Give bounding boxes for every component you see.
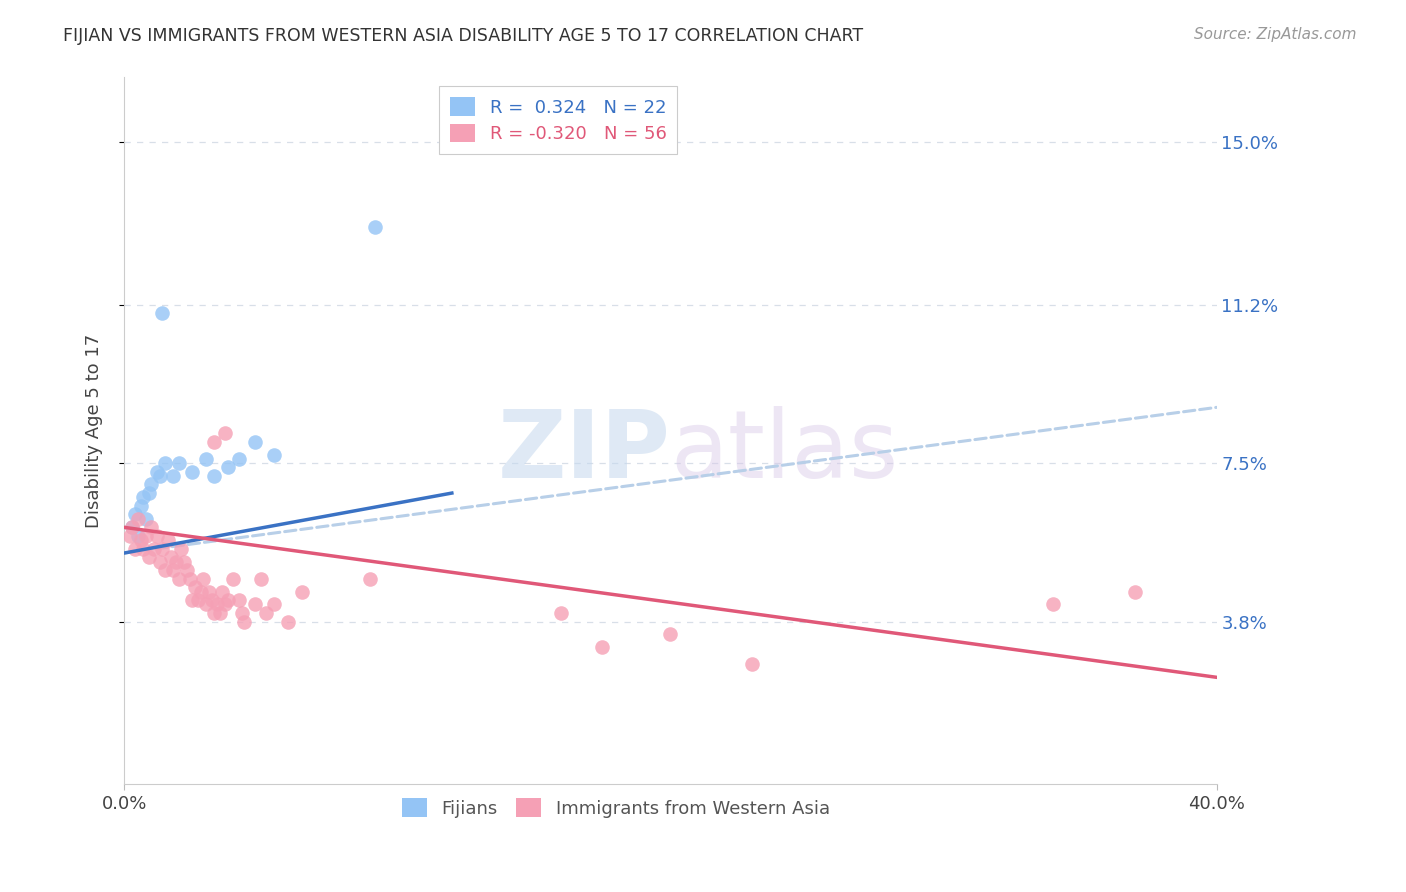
- Point: [1042, 598, 1064, 612]
- Point: [217, 460, 239, 475]
- Point: [214, 426, 236, 441]
- Point: [146, 465, 169, 479]
- Point: [198, 584, 221, 599]
- Point: [245, 434, 267, 449]
- Point: [159, 550, 181, 565]
- Point: [211, 584, 233, 599]
- Point: [162, 469, 184, 483]
- Point: [162, 563, 184, 577]
- Y-axis label: Disability Age 5 to 17: Disability Age 5 to 17: [86, 334, 103, 528]
- Text: Source: ZipAtlas.com: Source: ZipAtlas.com: [1194, 27, 1357, 42]
- Point: [741, 657, 763, 672]
- Point: [141, 477, 163, 491]
- Point: [118, 529, 141, 543]
- Point: [659, 627, 682, 641]
- Point: [202, 434, 225, 449]
- Legend: Fijians, Immigrants from Western Asia: Fijians, Immigrants from Western Asia: [395, 791, 837, 825]
- Point: [254, 606, 277, 620]
- Point: [277, 615, 299, 629]
- Point: [150, 306, 173, 320]
- Point: [141, 520, 163, 534]
- Point: [127, 529, 149, 543]
- Point: [124, 541, 146, 556]
- Point: [181, 593, 204, 607]
- Point: [135, 512, 157, 526]
- Point: [550, 606, 572, 620]
- Point: [146, 529, 169, 543]
- Point: [184, 580, 207, 594]
- Point: [359, 572, 381, 586]
- Point: [132, 491, 155, 505]
- Point: [1123, 584, 1146, 599]
- Point: [121, 520, 143, 534]
- Point: [156, 533, 179, 548]
- Point: [138, 486, 160, 500]
- Point: [170, 541, 193, 556]
- Point: [228, 451, 250, 466]
- Point: [200, 593, 222, 607]
- Point: [187, 593, 209, 607]
- Point: [193, 572, 215, 586]
- Point: [129, 533, 152, 548]
- Point: [121, 520, 143, 534]
- Point: [138, 550, 160, 565]
- Point: [132, 541, 155, 556]
- Point: [228, 593, 250, 607]
- Point: [245, 598, 267, 612]
- Point: [181, 465, 204, 479]
- Point: [291, 584, 314, 599]
- Point: [364, 220, 387, 235]
- Point: [124, 508, 146, 522]
- Point: [202, 606, 225, 620]
- Text: FIJIAN VS IMMIGRANTS FROM WESTERN ASIA DISABILITY AGE 5 TO 17 CORRELATION CHART: FIJIAN VS IMMIGRANTS FROM WESTERN ASIA D…: [63, 27, 863, 45]
- Point: [149, 469, 172, 483]
- Point: [179, 572, 201, 586]
- Point: [176, 563, 198, 577]
- Point: [249, 572, 271, 586]
- Point: [195, 598, 218, 612]
- Point: [135, 529, 157, 543]
- Point: [167, 572, 190, 586]
- Text: atlas: atlas: [671, 406, 898, 498]
- Point: [190, 584, 212, 599]
- Point: [165, 555, 187, 569]
- Point: [214, 598, 236, 612]
- Point: [591, 640, 613, 655]
- Point: [195, 451, 218, 466]
- Point: [167, 456, 190, 470]
- Point: [150, 541, 173, 556]
- Point: [231, 606, 253, 620]
- Point: [233, 615, 256, 629]
- Point: [222, 572, 245, 586]
- Point: [153, 456, 176, 470]
- Point: [217, 593, 239, 607]
- Point: [143, 541, 166, 556]
- Point: [127, 512, 149, 526]
- Point: [263, 598, 285, 612]
- Point: [208, 606, 231, 620]
- Point: [173, 555, 195, 569]
- Point: [263, 448, 285, 462]
- Point: [205, 598, 228, 612]
- Text: ZIP: ZIP: [498, 406, 671, 498]
- Point: [149, 555, 172, 569]
- Point: [153, 563, 176, 577]
- Point: [202, 469, 225, 483]
- Point: [129, 499, 152, 513]
